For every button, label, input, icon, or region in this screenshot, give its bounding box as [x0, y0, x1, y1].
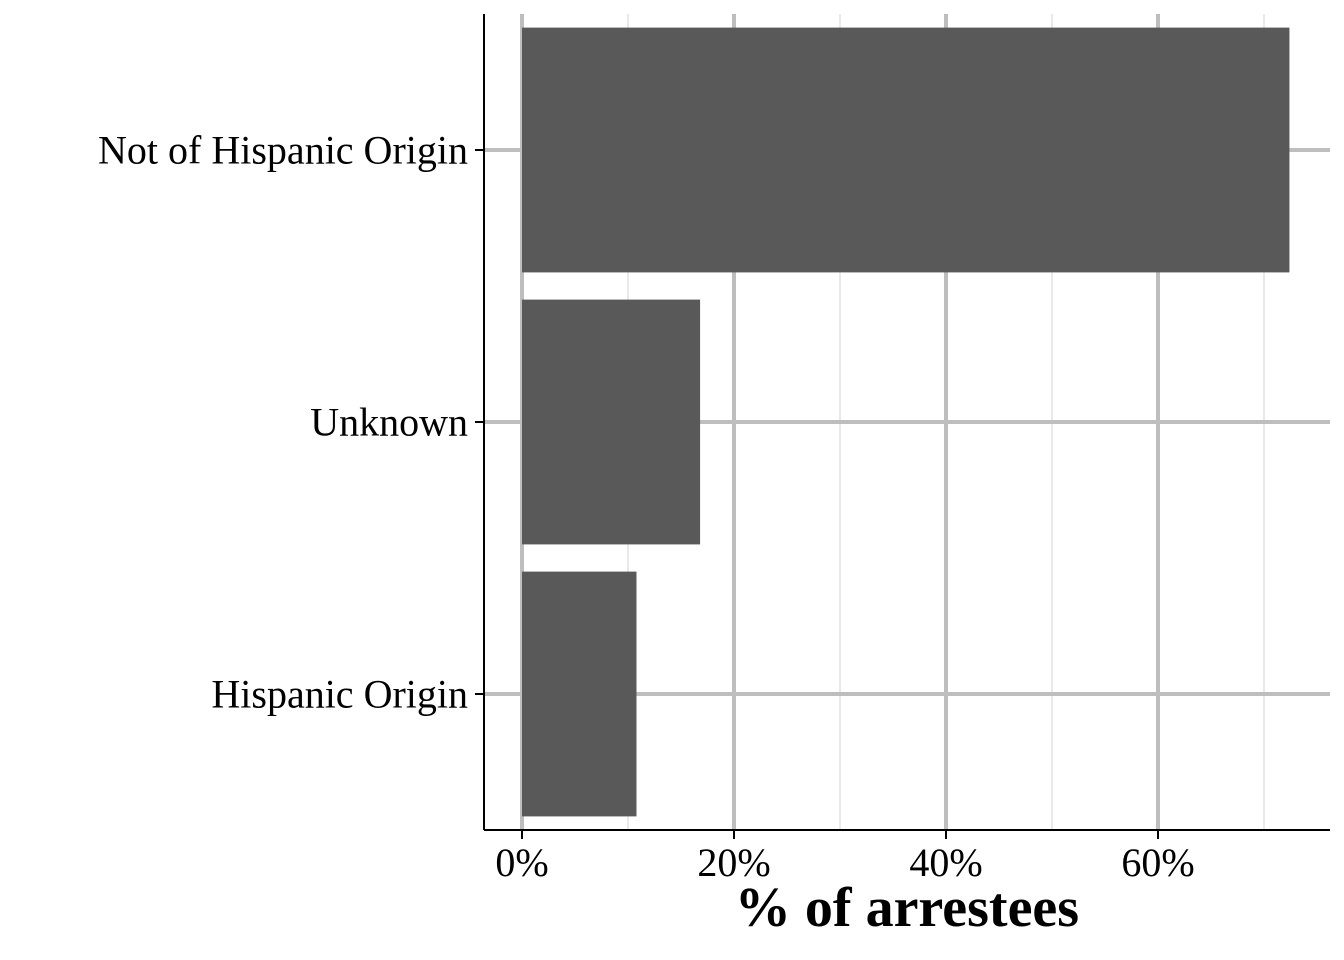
x-tick-labels: 0% 20% 40% 60%	[495, 840, 1194, 885]
category-label: Not of Hispanic Origin	[98, 128, 468, 173]
x-tick-label: 20%	[697, 840, 770, 885]
x-tick-label: 0%	[495, 840, 548, 885]
bar	[522, 571, 637, 817]
category-label: Hispanic Origin	[211, 672, 468, 717]
bar	[522, 299, 701, 545]
bars	[522, 27, 1290, 817]
category-labels: Not of Hispanic Origin Unknown Hispanic Or…	[98, 128, 468, 717]
x-tick-label: 60%	[1121, 840, 1194, 885]
bar	[522, 27, 1290, 273]
category-label: Unknown	[310, 400, 468, 445]
x-axis-title: % of arrestees	[735, 877, 1079, 939]
axes	[475, 14, 1330, 839]
x-tick-label: 40%	[909, 840, 982, 885]
